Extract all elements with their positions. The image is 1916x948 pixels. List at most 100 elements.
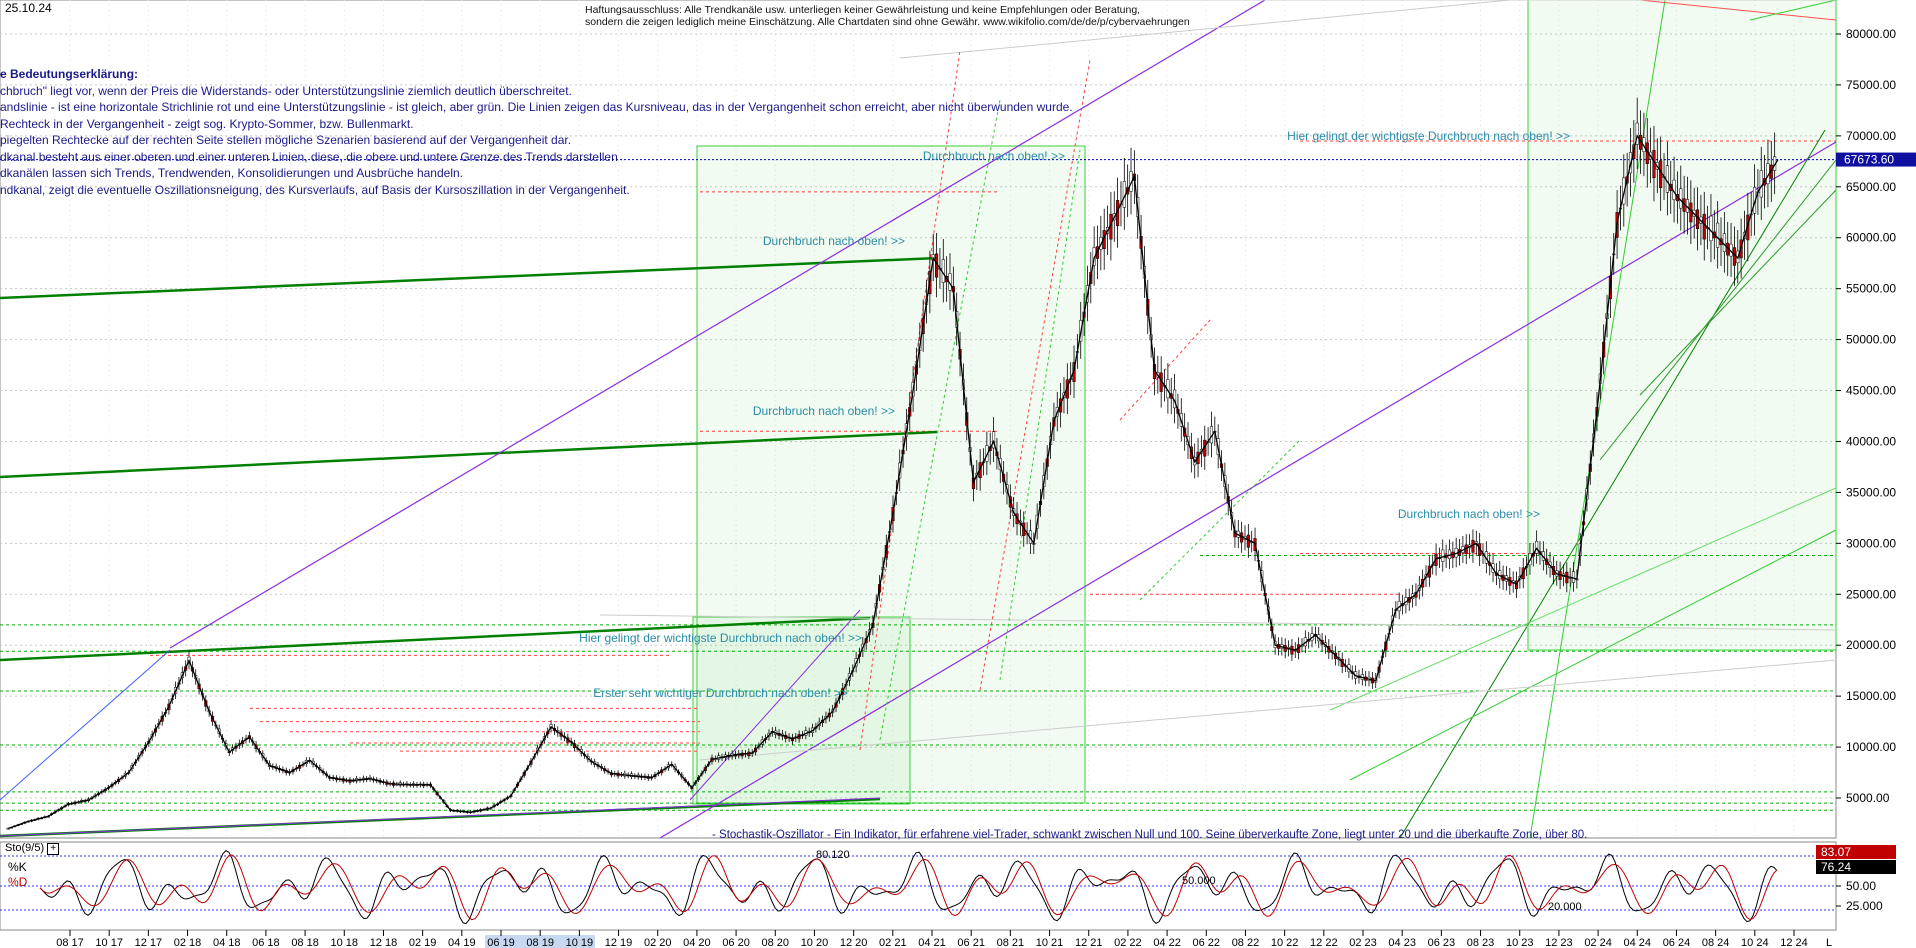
- candle-body: [1665, 165, 1669, 193]
- trend-line: [1399, 129, 1826, 839]
- candle-body: [1702, 213, 1706, 240]
- candle-body: [1689, 202, 1693, 223]
- stochastic-k-line: [39, 850, 1778, 925]
- candle-body: [1679, 188, 1683, 209]
- time-tick-label: 08 21: [997, 937, 1025, 948]
- time-tick-label: 12 23: [1545, 937, 1573, 948]
- price-tick-label: 15000.00: [1846, 689, 1896, 703]
- candle-body: [1246, 534, 1250, 548]
- price-tick-label: 80000.00: [1846, 27, 1896, 41]
- time-tick-label: 08 18: [291, 937, 319, 948]
- price-tick-label: 10000.00: [1846, 740, 1896, 754]
- candle-body: [1441, 549, 1445, 562]
- time-tick-label: 02 18: [174, 937, 202, 948]
- time-tick-label: 10 19: [566, 937, 594, 948]
- legend-line: dkanal besteht aus einer oberen und eine…: [0, 149, 618, 164]
- current-price-badge: [1836, 152, 1916, 167]
- price-tick-label: 30000.00: [1846, 536, 1896, 550]
- trend-line: [1639, 189, 1837, 396]
- candle-body: [1535, 540, 1539, 554]
- projection-line: [859, 49, 961, 751]
- price-tick-label: 35000.00: [1846, 485, 1896, 499]
- projection-line: [999, 149, 1081, 681]
- time-axis-end-label: L: [1826, 937, 1832, 948]
- time-axis: 08 17 10 17 12 17 02 18 04 18 06 18 08 18 10 18…: [56, 930, 1832, 948]
- time-tick-label: 08 20: [762, 937, 790, 948]
- annotation-label: Durchbruch nach oben! >>: [1398, 507, 1540, 521]
- time-tick-label: 12 21: [1075, 937, 1103, 948]
- candle-body: [1471, 539, 1475, 553]
- chart-grid: [0, 0, 1837, 839]
- time-tick-label: 06 18: [252, 937, 280, 948]
- trend-line: [1349, 529, 1837, 781]
- expand-icon[interactable]: +: [47, 843, 60, 855]
- candle-body: [1716, 222, 1720, 248]
- candle-body: [1635, 122, 1639, 145]
- time-tick-label: 04 23: [1388, 937, 1416, 948]
- time-tick-label: 12 24: [1780, 937, 1808, 948]
- time-tick-label: 12 18: [370, 937, 398, 948]
- time-tick-label: 10 21: [1036, 937, 1064, 948]
- trend-line: [0, 649, 171, 801]
- support-resistance-lines: [0, 140, 1836, 811]
- legend-box: e Bedeutungserklärung: chbruch" liegt vo…: [0, 66, 1073, 198]
- annotation-label: Durchbruch nach oben! >>: [753, 404, 895, 418]
- stochastic-d-label: %D: [8, 875, 28, 889]
- time-tick-label: 10 22: [1271, 937, 1299, 948]
- time-tick-label: 04 18: [213, 937, 241, 948]
- time-tick-label: 06 24: [1663, 937, 1691, 948]
- bull-market-rectangle: [696, 145, 1086, 804]
- time-tick-label: 08 23: [1467, 937, 1495, 948]
- legend-line: Rechteck in der Vergangenheit - zeigt so…: [0, 116, 414, 131]
- stochastic-tick-label: 50.00: [1846, 879, 1876, 893]
- price-tick-label: 25000.00: [1846, 587, 1896, 601]
- price-tick-label: 55000.00: [1846, 282, 1896, 296]
- time-tick-label: 04 21: [918, 937, 946, 948]
- stochastic-k-label: %K: [8, 860, 27, 874]
- stochastic-level-mark: 20.000: [1548, 901, 1582, 913]
- trend-line: [1749, 0, 1837, 21]
- candle-body: [1659, 160, 1663, 189]
- time-tick-label: 02 20: [644, 937, 672, 948]
- time-tick-label: 12 20: [840, 937, 868, 948]
- annotation-label: Durchbruch nach oben! >>: [763, 234, 905, 248]
- price-tick-label: 75000.00: [1846, 78, 1896, 92]
- bull-market-rectangles: [692, 0, 1837, 805]
- current-price-value: 67673.60: [1844, 153, 1894, 167]
- trend-line: [0, 797, 881, 837]
- price-tick-label: 45000.00: [1846, 384, 1896, 398]
- chart-annotations: Durchbruch nach oben! >> Durchbruch nach …: [579, 129, 1570, 700]
- stochastic-d-line: [39, 854, 1778, 921]
- time-tick-label: 10 18: [331, 937, 359, 948]
- price-line: [7, 134, 1779, 830]
- price-tick-label: 60000.00: [1846, 231, 1896, 245]
- trend-line: [899, 0, 1511, 59]
- time-tick-label: 08 24: [1702, 937, 1730, 948]
- time-tick-label: 10 17: [95, 937, 123, 948]
- trend-line: [0, 616, 871, 662]
- bull-market-rectangle: [1527, 0, 1837, 651]
- stochastic-label[interactable]: Sto(9/5) +: [5, 842, 60, 855]
- legend-line: ndkanal, zeigt die eventuelle Oszillatio…: [0, 182, 630, 197]
- stochastic-level-mark: 50.000: [1182, 875, 1216, 887]
- time-tick-label: 06 21: [957, 937, 985, 948]
- trend-line: [1599, 159, 1837, 461]
- time-tick-label: 12 19: [605, 937, 633, 948]
- time-tick-label: 10 24: [1741, 937, 1769, 948]
- time-tick-label: 10 20: [801, 937, 829, 948]
- disclaimer-line: Haftungsausschluss: Alle Trendkanäle usw…: [585, 4, 1141, 16]
- time-tick-label: 12 22: [1310, 937, 1338, 948]
- time-tick-label: 06 22: [1193, 937, 1221, 948]
- projection-line: [879, 99, 1001, 741]
- time-tick-label: 06 19: [487, 937, 515, 948]
- time-tick-label: 02 24: [1584, 937, 1612, 948]
- projection-line: [1139, 439, 1301, 601]
- trend-line: [1639, 0, 1837, 21]
- stochastic-name: Sto(9/5): [5, 842, 45, 854]
- candle-body: [1695, 209, 1700, 229]
- projection-line: [979, 59, 1091, 691]
- price-tick-label: 40000.00: [1846, 434, 1896, 448]
- candle-body: [1565, 571, 1569, 584]
- time-tick-label: 04 19: [448, 937, 476, 948]
- price-tick-label: 20000.00: [1846, 638, 1896, 652]
